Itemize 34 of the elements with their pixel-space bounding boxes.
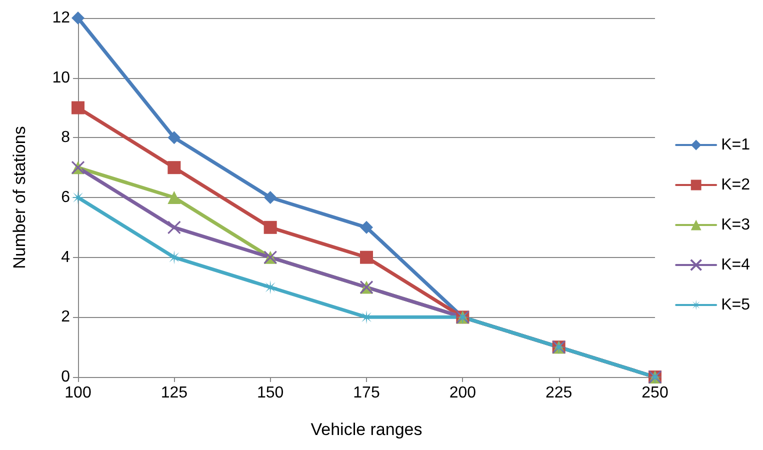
y-axis-title: Number of stations bbox=[10, 126, 29, 269]
y-tick-label: 2 bbox=[61, 308, 70, 326]
point bbox=[168, 191, 181, 204]
y-tick-label: 6 bbox=[61, 189, 70, 206]
point bbox=[72, 101, 84, 114]
y-tick-label: 0 bbox=[61, 368, 70, 386]
legend-label: K=3 bbox=[721, 216, 750, 234]
x-tick-label: 100 bbox=[64, 384, 92, 402]
point bbox=[168, 131, 181, 144]
point bbox=[360, 310, 374, 324]
point bbox=[168, 161, 181, 174]
point bbox=[167, 250, 182, 264]
x-tick-label: 125 bbox=[160, 384, 188, 402]
y-tick-label: 8 bbox=[61, 129, 70, 146]
point bbox=[264, 220, 277, 234]
legend-label: K=2 bbox=[721, 176, 750, 194]
y-tick-label: 12 bbox=[52, 10, 70, 26]
point bbox=[71, 190, 85, 204]
legend-label: K=1 bbox=[721, 136, 750, 154]
x-tick-label: 200 bbox=[449, 384, 476, 402]
x-tick-label: 225 bbox=[545, 384, 572, 402]
point bbox=[263, 280, 278, 294]
legend-label: K=4 bbox=[721, 256, 750, 274]
x-axis-title: Vehicle ranges bbox=[310, 420, 422, 439]
x-tick-label: 250 bbox=[642, 384, 668, 402]
y-tick-label: 10 bbox=[52, 69, 70, 86]
y-tick-label: 4 bbox=[61, 248, 70, 266]
x-tick-label: 175 bbox=[353, 384, 380, 402]
point bbox=[360, 220, 373, 234]
point bbox=[360, 250, 373, 264]
legend-label: K=5 bbox=[721, 296, 750, 314]
point bbox=[264, 191, 277, 204]
point bbox=[72, 12, 84, 24]
x-tick-label: 150 bbox=[256, 384, 284, 402]
